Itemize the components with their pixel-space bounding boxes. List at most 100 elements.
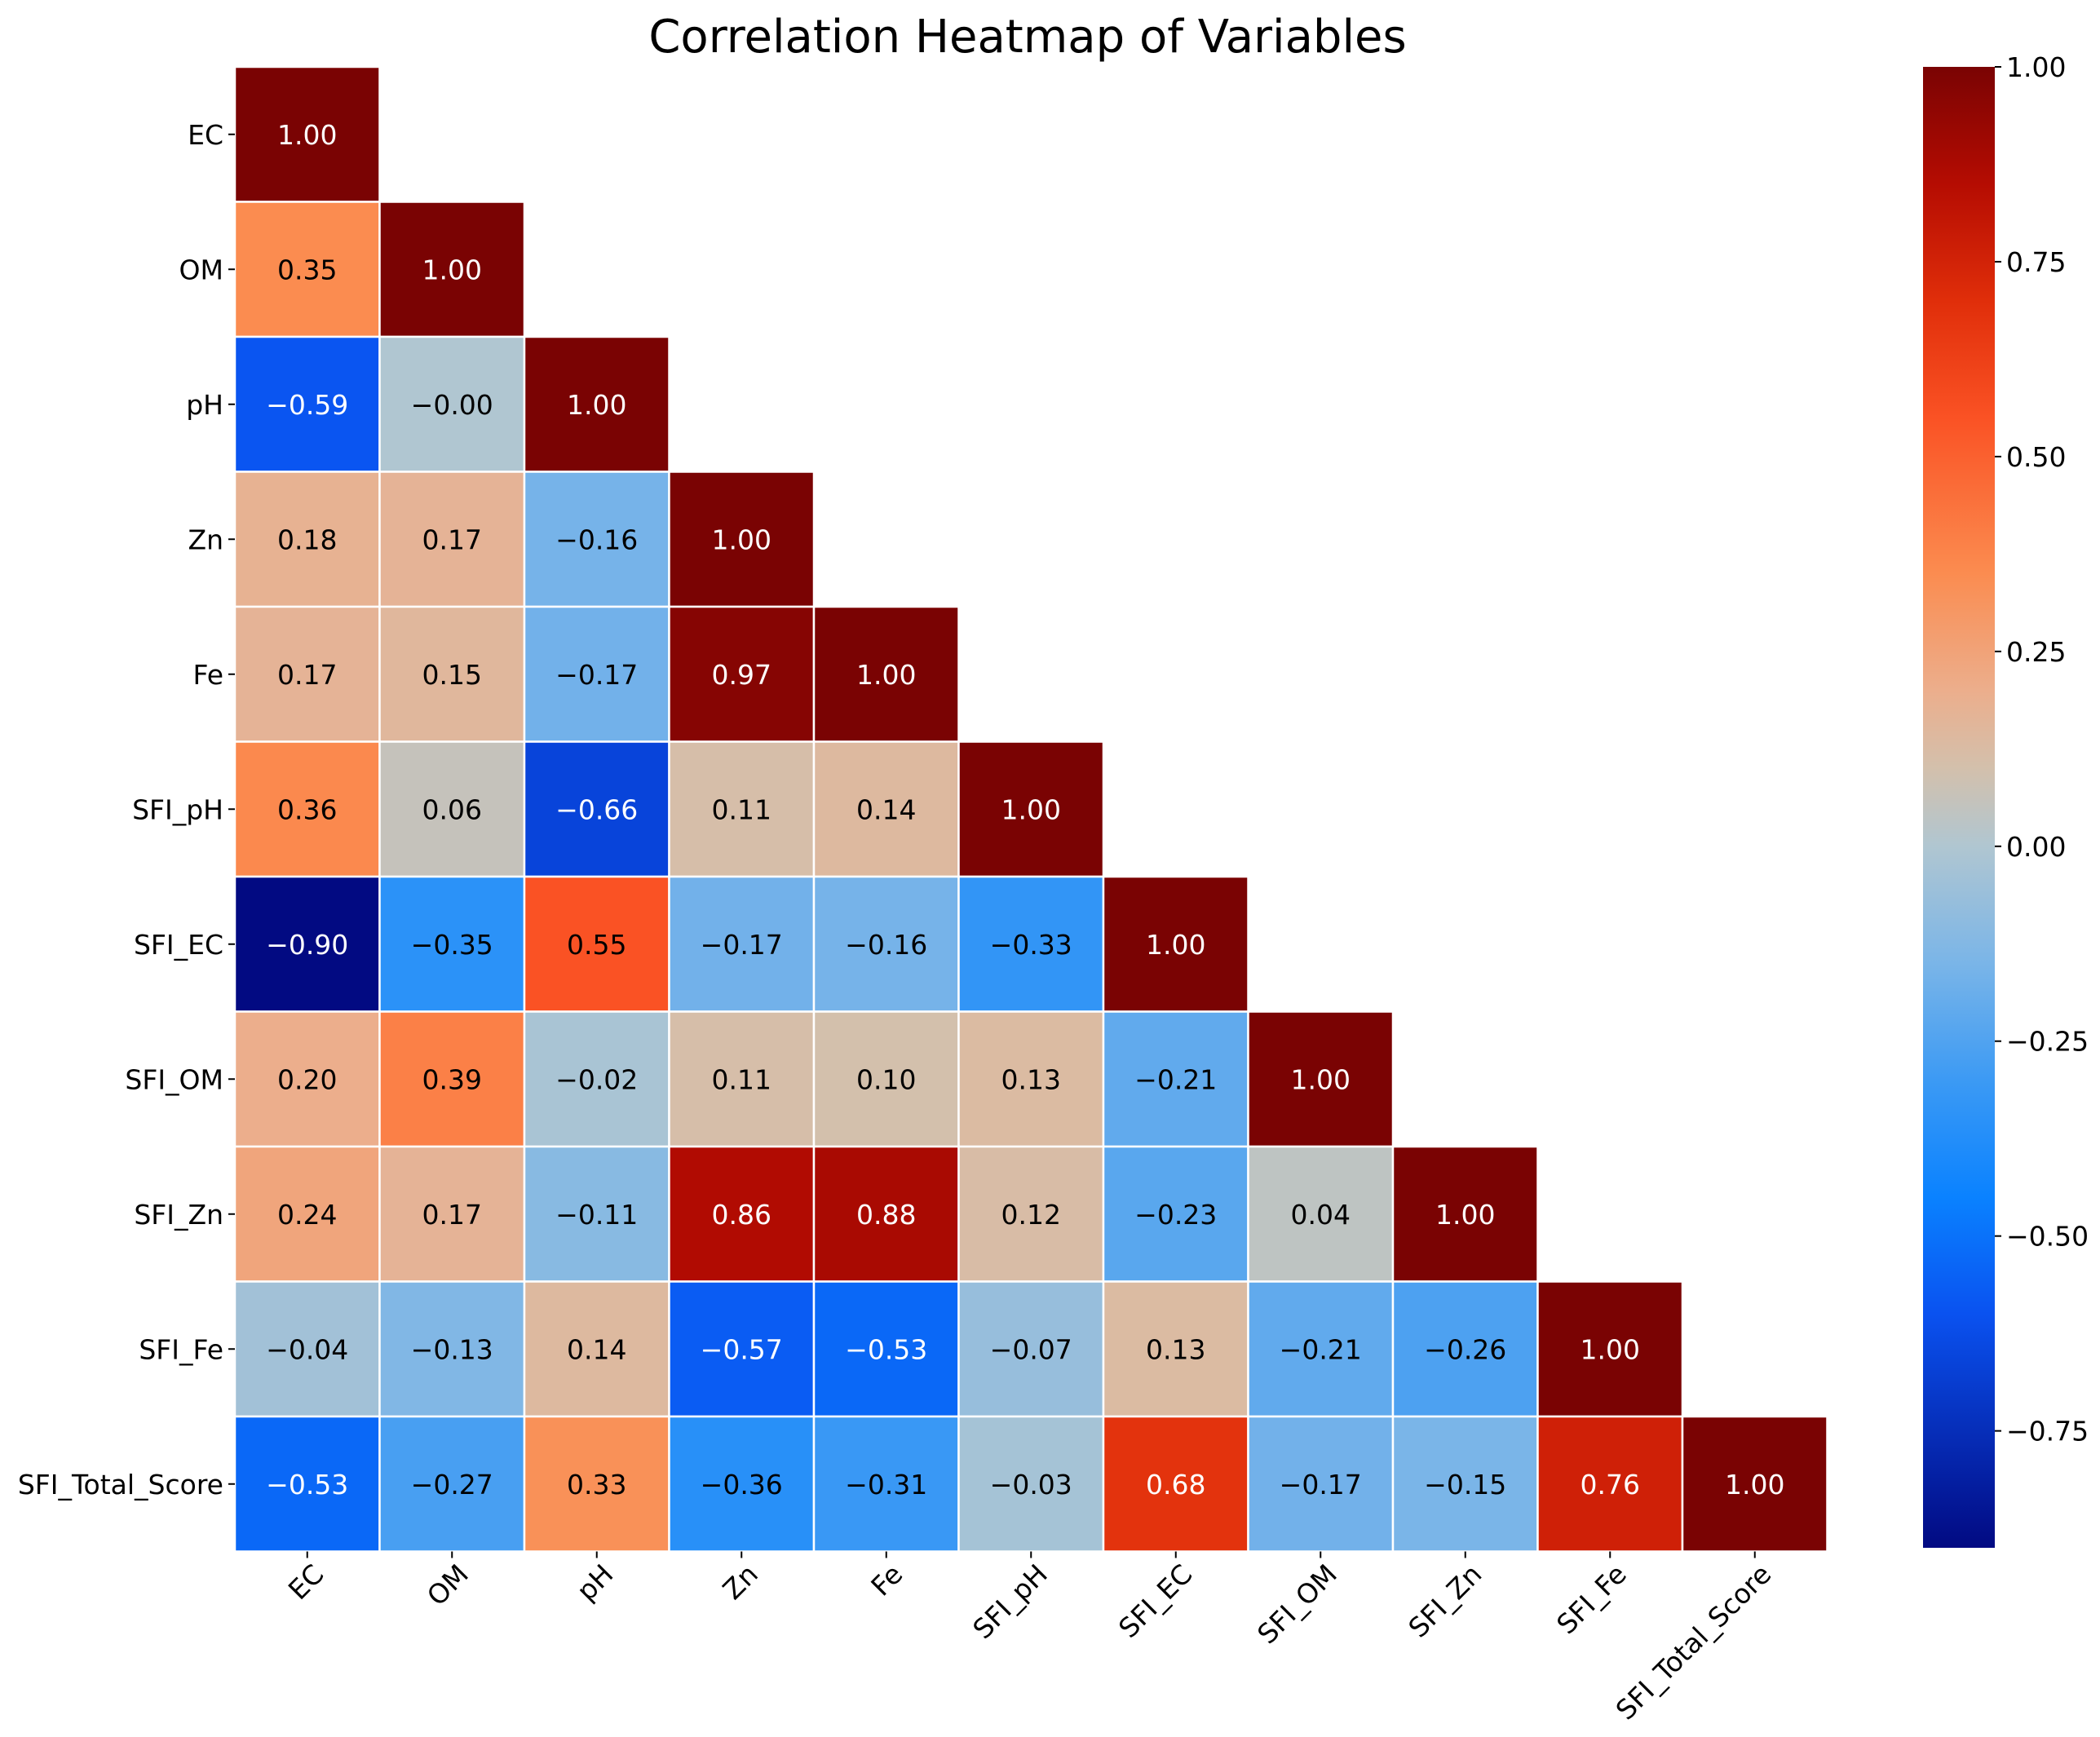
cell-value-label: 1.00: [1146, 929, 1205, 961]
cell-value-label: −0.33: [990, 929, 1072, 961]
heatmap-cell: [233, 740, 381, 878]
cell-value-label: 1.00: [1291, 1063, 1351, 1095]
heatmap-cell: [812, 875, 960, 1013]
cell-value-label: −0.17: [1280, 1469, 1362, 1501]
heatmap-cell: [812, 1415, 960, 1553]
cell-value-label: 0.14: [856, 793, 916, 825]
cell-value-label: 1.00: [567, 389, 626, 421]
heatmap-cell: [378, 1010, 526, 1148]
cell-value-label: −0.11: [555, 1199, 638, 1231]
cell-value-label: −0.53: [266, 1469, 348, 1501]
heatmap-cell: [233, 1010, 381, 1148]
cell-value-label: −0.07: [990, 1333, 1072, 1365]
y-tick-label: pH: [186, 389, 223, 421]
heatmap-cell: [233, 875, 381, 1013]
cell-value-label: −0.03: [990, 1469, 1072, 1501]
cell-value-label: 0.13: [1146, 1333, 1205, 1365]
y-tick-label: SFI_Fe: [139, 1333, 223, 1365]
heatmap-cell: [1536, 1415, 1684, 1553]
heatmap-cell: [523, 605, 670, 743]
heatmap-cell: [1102, 1010, 1249, 1148]
heatmap-cell: [233, 201, 381, 338]
y-tick-label: SFI_OM: [125, 1063, 223, 1095]
cell-value-label: 0.18: [277, 524, 337, 555]
cell-value-label: −0.16: [845, 929, 927, 961]
heatmap-cell: [233, 65, 381, 203]
cell-value-label: 0.35: [277, 254, 337, 285]
cell-value-label: −0.26: [1424, 1333, 1506, 1365]
cell-value-label: −0.04: [266, 1333, 348, 1365]
cell-value-label: 1.00: [712, 524, 771, 555]
colorbar-tick-label: −0.75: [2006, 1416, 2089, 1448]
cell-value-label: 1.00: [277, 119, 337, 151]
heatmap-cell: [378, 1280, 526, 1418]
cell-value-label: −0.21: [1134, 1063, 1217, 1095]
heatmap-cell: [378, 875, 526, 1013]
cell-value-label: 0.39: [422, 1063, 482, 1095]
cell-value-label: −0.16: [555, 524, 638, 555]
colorbar-tick-label: −0.50: [2006, 1221, 2089, 1253]
heatmap-cell: [378, 740, 526, 878]
cell-value-label: −0.59: [266, 389, 348, 421]
cell-value-label: 0.04: [1291, 1199, 1351, 1231]
cell-value-label: 0.14: [567, 1333, 626, 1365]
heatmap-cell: [523, 1280, 670, 1418]
cell-value-label: 0.86: [712, 1199, 771, 1231]
cell-value-label: −0.02: [555, 1063, 638, 1095]
chart-title: Correlation Heatmap of Variables: [648, 11, 1406, 64]
colorbar-tick-label: 0.50: [2006, 441, 2066, 473]
cell-value-label: 0.76: [1581, 1469, 1640, 1501]
cell-value-label: 0.11: [712, 1063, 771, 1095]
cell-value-label: −0.15: [1424, 1469, 1506, 1501]
y-tick-label: SFI_EC: [134, 929, 223, 961]
heatmap-cell: [1102, 1145, 1249, 1283]
heatmap-cell: [1391, 1280, 1539, 1418]
cell-value-label: 0.11: [712, 793, 771, 825]
cell-value-label: 0.15: [422, 659, 482, 691]
y-tick-label: EC: [188, 119, 223, 151]
cell-value-label: 0.20: [277, 1063, 337, 1095]
heatmap-cell: [523, 471, 670, 608]
y-tick-label: SFI_Zn: [134, 1199, 223, 1231]
colorbar-tick-label: 0.25: [2006, 636, 2066, 668]
y-tick-label: SFI_pH: [132, 793, 223, 825]
y-axis: EC OM pH Zn Fe SFI_pH SFI_EC SFI_OM SFI_Zn SFI_Fe…: [18, 119, 235, 1501]
cell-value-label: −0.27: [411, 1469, 493, 1501]
heatmap-cell: [957, 740, 1105, 878]
cell-value-label: −0.23: [1134, 1199, 1217, 1231]
y-tick-label: OM: [179, 254, 223, 285]
cell-value-label: −0.31: [845, 1469, 927, 1501]
y-tick-label: Fe: [193, 659, 223, 691]
heatmap-cell: [668, 1280, 816, 1418]
cell-value-label: 0.06: [422, 793, 482, 825]
cell-value-label: 1.00: [1435, 1199, 1495, 1231]
heatmap-cells: [233, 65, 1828, 1553]
cell-value-label: −0.17: [701, 929, 783, 961]
heatmap-cell: [1536, 1280, 1684, 1418]
colorbar-tick-label: 1.00: [2006, 51, 2066, 83]
y-tick-label: Zn: [188, 524, 223, 555]
colorbar-gradient: [1923, 67, 1995, 1548]
heatmap-cell: [233, 1415, 381, 1553]
cell-value-label: 1.00: [1001, 793, 1061, 825]
cell-value-label: −0.90: [266, 929, 348, 961]
heatmap-cell: [523, 740, 670, 878]
heatmap-cell: [1391, 1145, 1539, 1283]
cell-value-label: 1.00: [422, 254, 482, 285]
colorbar-tick-label: 0.75: [2006, 246, 2066, 278]
cell-value-label: 0.12: [1001, 1199, 1061, 1231]
cell-value-label: 0.17: [422, 524, 482, 555]
heatmap-cell: [812, 740, 960, 878]
heatmap-cell-labels: 1.00 0.35 1.00 −0.59 −0.00 1.00 0.18 0.17 −0.16 1…: [266, 119, 1784, 1501]
cell-value-label: 1.00: [1581, 1333, 1640, 1365]
heatmap-cell: [1247, 1145, 1395, 1283]
cell-value-label: −0.17: [555, 659, 638, 691]
cell-value-label: −0.36: [701, 1469, 783, 1501]
heatmap-cell: [1102, 875, 1249, 1013]
cell-value-label: 0.68: [1146, 1469, 1205, 1501]
cell-value-label: −0.66: [555, 793, 638, 825]
heatmap-cell: [812, 1145, 960, 1283]
heatmap-cell: [378, 605, 526, 743]
cell-value-label: 0.13: [1001, 1063, 1061, 1095]
